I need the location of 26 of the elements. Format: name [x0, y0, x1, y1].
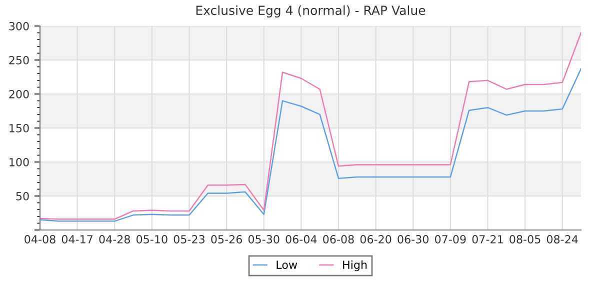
legend-label: High [343, 260, 367, 272]
y-tick-label: 100 [10, 158, 29, 166]
y-tick-label: 200 [9, 90, 29, 98]
x-tick-label: 07-21 [472, 235, 503, 244]
x-tick-label: 06-04 [286, 235, 317, 244]
x-tick-label: 08-24 [546, 235, 578, 244]
x-tick-label: 06-20 [360, 235, 392, 244]
x-tick-label: 07-09 [435, 235, 466, 244]
x-tick-label: 06-30 [398, 235, 429, 244]
x-tick-label: 05-23 [174, 235, 204, 244]
x-tick-label: 08-05 [510, 235, 540, 244]
x-tick-label: 06-08 [323, 235, 354, 244]
y-tick-label: 300 [9, 22, 29, 30]
chart-title: Exclusive Egg 4 (normal) - RAP Value [196, 5, 426, 18]
legend-label: Low [276, 260, 298, 269]
y-tick-label: 250 [9, 56, 29, 64]
x-tick-label: 05-30 [248, 235, 280, 244]
x-tick-label: 04-17 [62, 235, 93, 244]
line-series [40, 32, 581, 220]
y-tick-label: 50 [16, 192, 29, 200]
x-tick-label: 04-28 [99, 235, 130, 244]
x-tick-label: 05-26 [211, 235, 242, 244]
line-series [40, 68, 581, 222]
y-tick-label: 150 [10, 124, 29, 132]
x-tick-label: 05-10 [136, 235, 168, 244]
x-tick-label: 04-08 [24, 235, 56, 244]
